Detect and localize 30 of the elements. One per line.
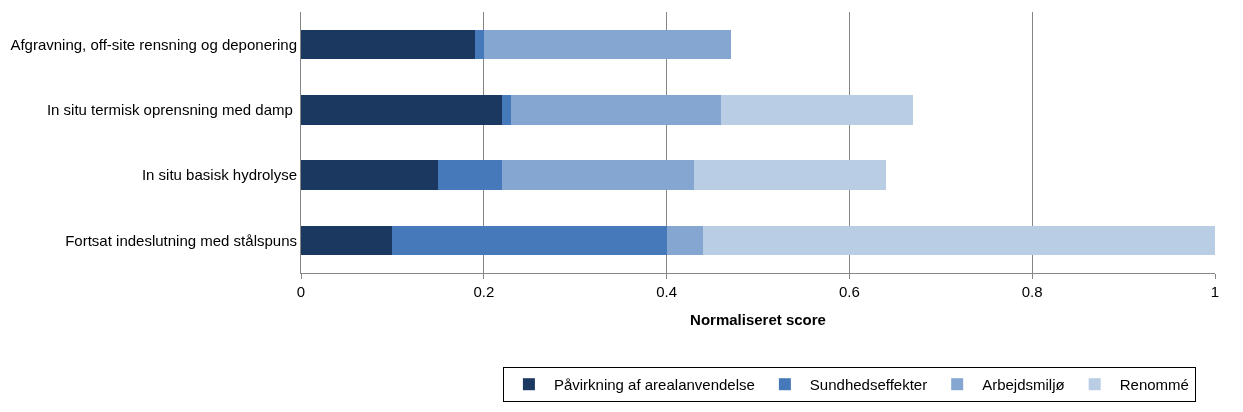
x-tick-label: 0.4	[656, 283, 678, 300]
bar	[694, 160, 886, 190]
bar	[392, 225, 667, 256]
bar	[483, 29, 731, 60]
bar	[502, 95, 512, 125]
legend-label: Arbejdsmiljø	[982, 376, 1065, 394]
bar	[502, 160, 695, 190]
bar	[301, 29, 475, 60]
legend-label: Påvirkning af arealanvendelse	[553, 376, 755, 394]
x-tick-label: 0	[296, 283, 306, 300]
x-axis-title: Normaliseret score	[690, 311, 826, 328]
y-tick-label: Afgravning, off-site rensning og deponering	[10, 35, 297, 53]
bar	[703, 225, 1215, 256]
bar	[474, 29, 484, 60]
bar	[511, 95, 722, 125]
x-tick-label: 0.8	[1021, 283, 1043, 300]
y-tick-label: In situ termisk oprensning med damp	[46, 101, 297, 119]
bar	[721, 95, 914, 125]
y-tick-label: In situ basisk hydrolyse	[141, 166, 297, 184]
bar	[301, 225, 393, 256]
y-tick-label: Fortsat indeslutning med stålspuns	[65, 231, 297, 249]
legend-label: Renommé	[1119, 376, 1189, 394]
legend-label: Sundhedseffekter	[809, 376, 928, 394]
x-tick-label: 0.2	[473, 283, 495, 300]
x-tick-label: 0.6	[838, 283, 860, 300]
bar	[666, 225, 704, 256]
bar	[301, 160, 439, 190]
bar	[301, 95, 503, 125]
x-tick-label: 1	[1210, 283, 1220, 300]
bar	[438, 160, 503, 190]
